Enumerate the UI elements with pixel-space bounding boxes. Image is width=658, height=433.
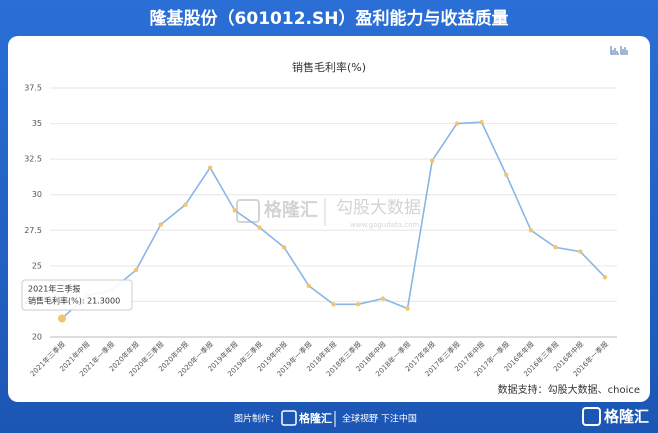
point <box>504 172 509 177</box>
y-tick-label: 32.5 <box>24 155 42 164</box>
point <box>306 283 312 288</box>
footer-brand: 格隆汇 <box>299 411 332 425</box>
point <box>183 202 188 207</box>
point <box>553 245 558 250</box>
point <box>430 158 435 163</box>
y-tick-label: 30 <box>32 190 42 199</box>
panel <box>8 36 650 402</box>
point <box>133 267 139 273</box>
chart-title: 销售毛利率(%) <box>292 60 366 74</box>
toolbar-icon <box>610 46 628 55</box>
point <box>528 228 534 233</box>
footer-logo-icon <box>281 410 297 426</box>
footer: 图片制作： 格隆汇 全球视野 下注中国 格隆汇 <box>234 407 649 427</box>
tooltip-title: 2021年三季报 <box>28 284 80 294</box>
point <box>479 119 484 125</box>
y-tick-label: 20 <box>32 333 42 342</box>
y-tick-label: 25 <box>32 261 42 270</box>
point <box>207 165 213 170</box>
tooltip-text: 销售毛利率(%): 21.3000 <box>28 296 120 306</box>
point <box>405 306 410 311</box>
source: 数据支持：勾股大数据、choice <box>498 383 640 396</box>
watermark-url: www.gogudata.com <box>350 221 419 229</box>
y-tick-label: 35 <box>32 119 42 128</box>
watermark-name: 勾股大数据 <box>336 198 421 218</box>
y-tick-label: 37.5 <box>24 84 42 93</box>
point <box>602 275 608 280</box>
watermark: 格隆汇 勾股大数据 www.gogudata.com <box>236 198 421 229</box>
tooltip-box <box>21 279 133 311</box>
footer-logo: 格隆汇 <box>604 408 649 426</box>
point <box>158 222 163 227</box>
point <box>281 245 287 250</box>
point <box>380 296 386 301</box>
point <box>58 314 66 323</box>
header-title: 隆基股份（601012.SH）盈利能力与收益质量 <box>150 8 509 29</box>
footer-logo-right-icon <box>582 407 601 426</box>
footer-made-by: 图片制作： <box>234 413 279 425</box>
y-tick-label: 27.5 <box>24 226 42 235</box>
point <box>257 225 262 230</box>
point <box>454 121 460 126</box>
footer-slogan: 全球视野 下注中国 <box>342 413 417 425</box>
point <box>355 302 361 307</box>
point <box>232 208 237 213</box>
point <box>578 249 583 254</box>
watermark-brand: 格隆汇 <box>264 199 318 221</box>
point <box>331 302 336 307</box>
